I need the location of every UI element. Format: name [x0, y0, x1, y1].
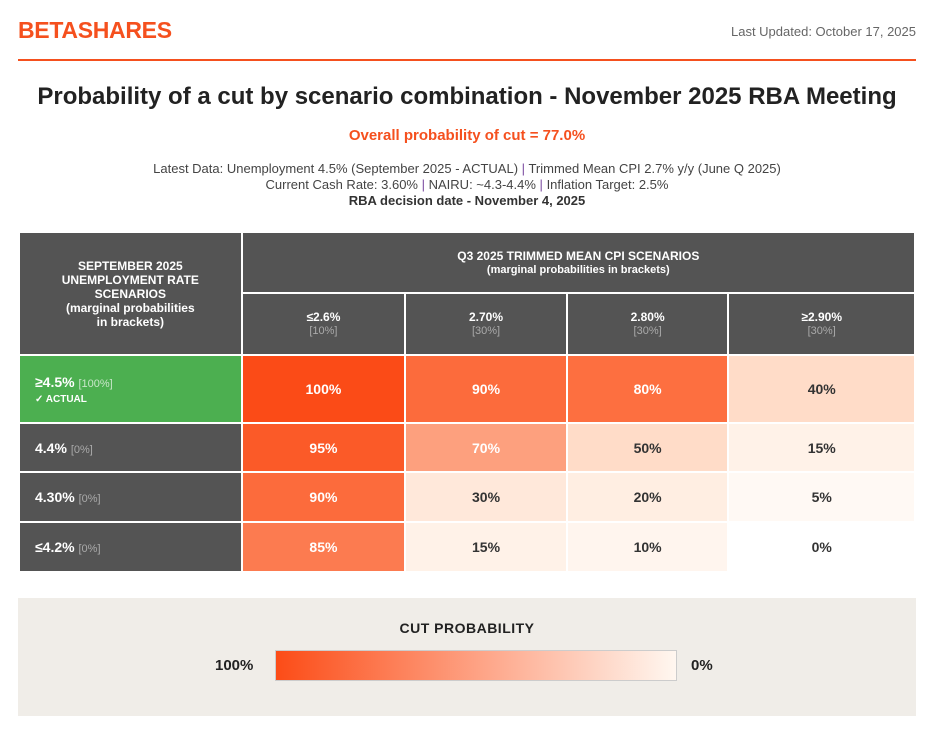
row-prob: [0%]	[70, 443, 93, 456]
column-group-header: Q3 2025 TRIMMED MEAN CPI SCENARIOS (marg…	[240, 231, 917, 294]
row-header-line: SEPTEMBER 2025	[77, 258, 183, 273]
row-header-line: (marginal probabilities	[65, 300, 195, 315]
heatmap-cell: 15%	[727, 422, 916, 473]
row-prob: [0%]	[78, 493, 101, 505]
table-row: ≥4.5% [100%] ✓ ACTUAL 100% 90% 80% 40%	[18, 354, 916, 424]
info-nairu: NAIRU: ~4.3-4.4%	[428, 177, 536, 192]
info-cash-rate: Current Cash Rate: 3.60%	[265, 177, 418, 192]
separator: |	[521, 161, 526, 176]
cell-value: 15%	[472, 539, 501, 555]
heatmap-cell: 40%	[727, 354, 916, 424]
row-prob: [100%]	[78, 377, 113, 390]
cell-value: 10%	[633, 539, 662, 555]
info-inflation-target: Inflation Target: 2.5%	[546, 177, 669, 192]
cell-value: 90%	[472, 381, 501, 397]
table-row: ≤4.2% [0%] 85% 15% 10% 0%	[18, 521, 916, 573]
cell-value: 40%	[807, 381, 836, 397]
page-title: Probability of a cut by scenario combina…	[37, 83, 897, 110]
legend-max-label: 100%	[215, 657, 254, 674]
decision-date: RBA decision date - November 4, 2025	[348, 193, 586, 208]
heatmap-cell: 0%	[727, 521, 916, 573]
heatmap-cell: 30%	[404, 471, 568, 523]
heatmap-cell: 85%	[240, 521, 407, 573]
cell-value: 50%	[633, 439, 662, 456]
heatmap-cell: 90%	[404, 354, 568, 424]
header-divider	[18, 59, 916, 61]
row-label: ≤4.2% [0%]	[18, 521, 243, 573]
cell-value: 20%	[633, 489, 662, 505]
betashares-logo: BETASHARES	[18, 17, 172, 43]
actual-badge: ✓ ACTUAL	[35, 393, 87, 405]
last-updated: Last Updated: October 17, 2025	[730, 24, 916, 39]
cell-value: 80%	[633, 381, 662, 397]
legend: CUT PROBABILITY 100% 0%	[18, 598, 916, 716]
legend-title: CUT PROBABILITY	[399, 620, 535, 636]
column-header: 2.70% [30%]	[404, 292, 568, 356]
table-row: 4.30% [0%] 90% 30% 20% 5%	[18, 471, 916, 523]
overall-probability: Overall probability of cut = 77.0%	[348, 127, 586, 144]
info-cpi: Trimmed Mean CPI 2.7% y/y (June Q 2025)	[528, 161, 781, 176]
row-label: 4.30% [0%]	[18, 471, 243, 523]
col-header-title: Q3 2025 TRIMMED MEAN CPI SCENARIOS	[457, 248, 700, 263]
cell-value: 30%	[472, 489, 501, 505]
heatmap-cell: 50%	[565, 422, 730, 473]
column-prob: [30%]	[807, 325, 836, 337]
heatmap-cell: 80%	[565, 354, 730, 424]
row-value: ≤4.2%	[35, 539, 75, 555]
cell-value: 85%	[309, 539, 338, 555]
cell-value: 5%	[811, 489, 832, 505]
column-prob: [30%]	[633, 325, 662, 337]
column-label: ≥2.90%	[801, 310, 843, 324]
legend-min-label: 0%	[691, 657, 713, 674]
row-header: SEPTEMBER 2025 UNEMPLOYMENT RATE SCENARI…	[18, 231, 243, 356]
heatmap-cell: 10%	[565, 521, 730, 573]
separator: |	[421, 177, 425, 192]
heatmap-cell: 15%	[404, 521, 568, 573]
heatmap-cell: 20%	[565, 471, 730, 523]
column-prob: [30%]	[471, 325, 501, 337]
column-header: 2.80% [30%]	[565, 292, 730, 356]
row-label: ≥4.5% [100%] ✓ ACTUAL	[18, 354, 243, 424]
column-header: ≤2.6% [10%]	[240, 292, 407, 356]
column-label: 2.80%	[630, 310, 665, 324]
cell-value: 15%	[807, 439, 836, 456]
probability-heatmap: SEPTEMBER 2025 UNEMPLOYMENT RATE SCENARI…	[18, 231, 917, 573]
row-header-line: SCENARIOS	[94, 286, 166, 301]
cell-value: 90%	[309, 489, 338, 505]
row-value: 4.4%	[35, 439, 67, 456]
cell-value: 100%	[305, 381, 342, 397]
table-row: 4.4% [0%] 95% 70% 50% 15%	[18, 422, 916, 473]
separator: |	[539, 177, 543, 192]
row-value: 4.30%	[35, 489, 75, 505]
column-header: ≥2.90% [30%]	[727, 292, 916, 356]
heatmap-cell: 5%	[727, 471, 916, 523]
cell-value: 95%	[309, 439, 338, 456]
heatmap-cell: 95%	[240, 422, 407, 473]
heatmap-cell: 100%	[240, 354, 407, 424]
column-prob: [10%]	[309, 325, 338, 337]
row-header-line: UNEMPLOYMENT RATE	[61, 272, 199, 287]
latest-data-info: Latest Data: Unemployment 4.5% (Septembe…	[0, 161, 934, 209]
column-label: ≤2.6%	[306, 310, 341, 324]
col-header-subtitle: (marginal probabilities in brackets)	[486, 263, 670, 276]
cell-value: 70%	[472, 439, 501, 456]
row-prob: [0%]	[78, 543, 101, 555]
cell-value: 0%	[811, 539, 832, 555]
heatmap-cell: 70%	[404, 422, 568, 473]
row-value: ≥4.5%	[35, 373, 75, 390]
column-label: 2.70%	[469, 310, 504, 324]
legend-gradient-bar	[275, 650, 677, 681]
row-header-line: in brackets)	[96, 314, 164, 329]
row-label: 4.4% [0%]	[18, 422, 243, 473]
heatmap-cell: 90%	[240, 471, 407, 523]
info-unemployment: Latest Data: Unemployment 4.5% (Septembe…	[153, 161, 519, 176]
